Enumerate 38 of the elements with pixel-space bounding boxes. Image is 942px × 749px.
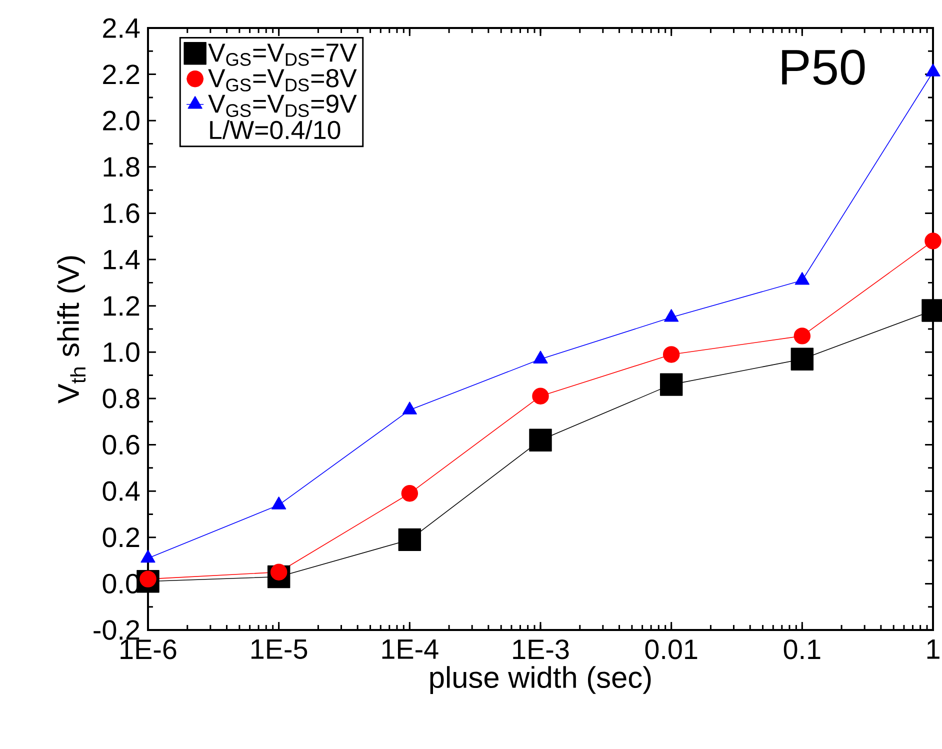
y-tick-label: 2.2: [103, 64, 140, 84]
point: [924, 232, 942, 250]
x-tick-label: 1: [927, 640, 940, 659]
y-tick-label: -0.2: [94, 620, 140, 640]
x-tick-label: 1E-6: [120, 640, 176, 660]
x-tick-label: 1E-5: [251, 640, 308, 659]
legend-label: V$_{GS}$=V$_{DS}$=8V: [208, 69, 357, 92]
point: [140, 570, 156, 588]
legend-label: V$_{GS}$=V$_{DS}$=7V: [208, 44, 357, 66]
y-tick-label: 0.8: [102, 388, 140, 408]
y-tick-label: 1.6: [104, 203, 140, 224]
annotation: L/W=0.4/10: [210, 120, 340, 140]
x-axis-title: pluse width (sec): [430, 666, 651, 694]
annotation: P50: [782, 50, 865, 85]
point: [790, 348, 814, 370]
legend-label: V$_{GS}$=V$_{DS}$=9V: [208, 94, 357, 117]
y-axis-title: V$_{th}$ shift (V): [57, 256, 86, 404]
point: [794, 328, 811, 344]
y-tick-label: 1.2: [104, 296, 140, 316]
x-tick-label: 0.01: [645, 640, 698, 660]
y-tick-label: 1.4: [104, 250, 140, 270]
point: [660, 373, 683, 396]
point: [529, 428, 552, 452]
point: [270, 564, 288, 580]
x-tick-label: 1E-4: [382, 640, 438, 659]
point: [662, 346, 680, 363]
point: [532, 388, 549, 405]
point: [401, 485, 418, 502]
point: [398, 528, 422, 552]
y-tick-label: 0.2: [102, 528, 140, 548]
y-tick-label: 2.0: [103, 110, 140, 130]
x-tick-label: 1E-3: [513, 640, 569, 660]
y-tick-label: 1.8: [104, 157, 140, 177]
y-tick-label: 0.4: [102, 481, 140, 501]
y-tick-label: 1.0: [104, 342, 140, 362]
x-tick-label: 0.1: [784, 640, 820, 660]
y-tick-label: 2.4: [103, 18, 140, 38]
y-tick-label: 0.6: [102, 434, 140, 455]
